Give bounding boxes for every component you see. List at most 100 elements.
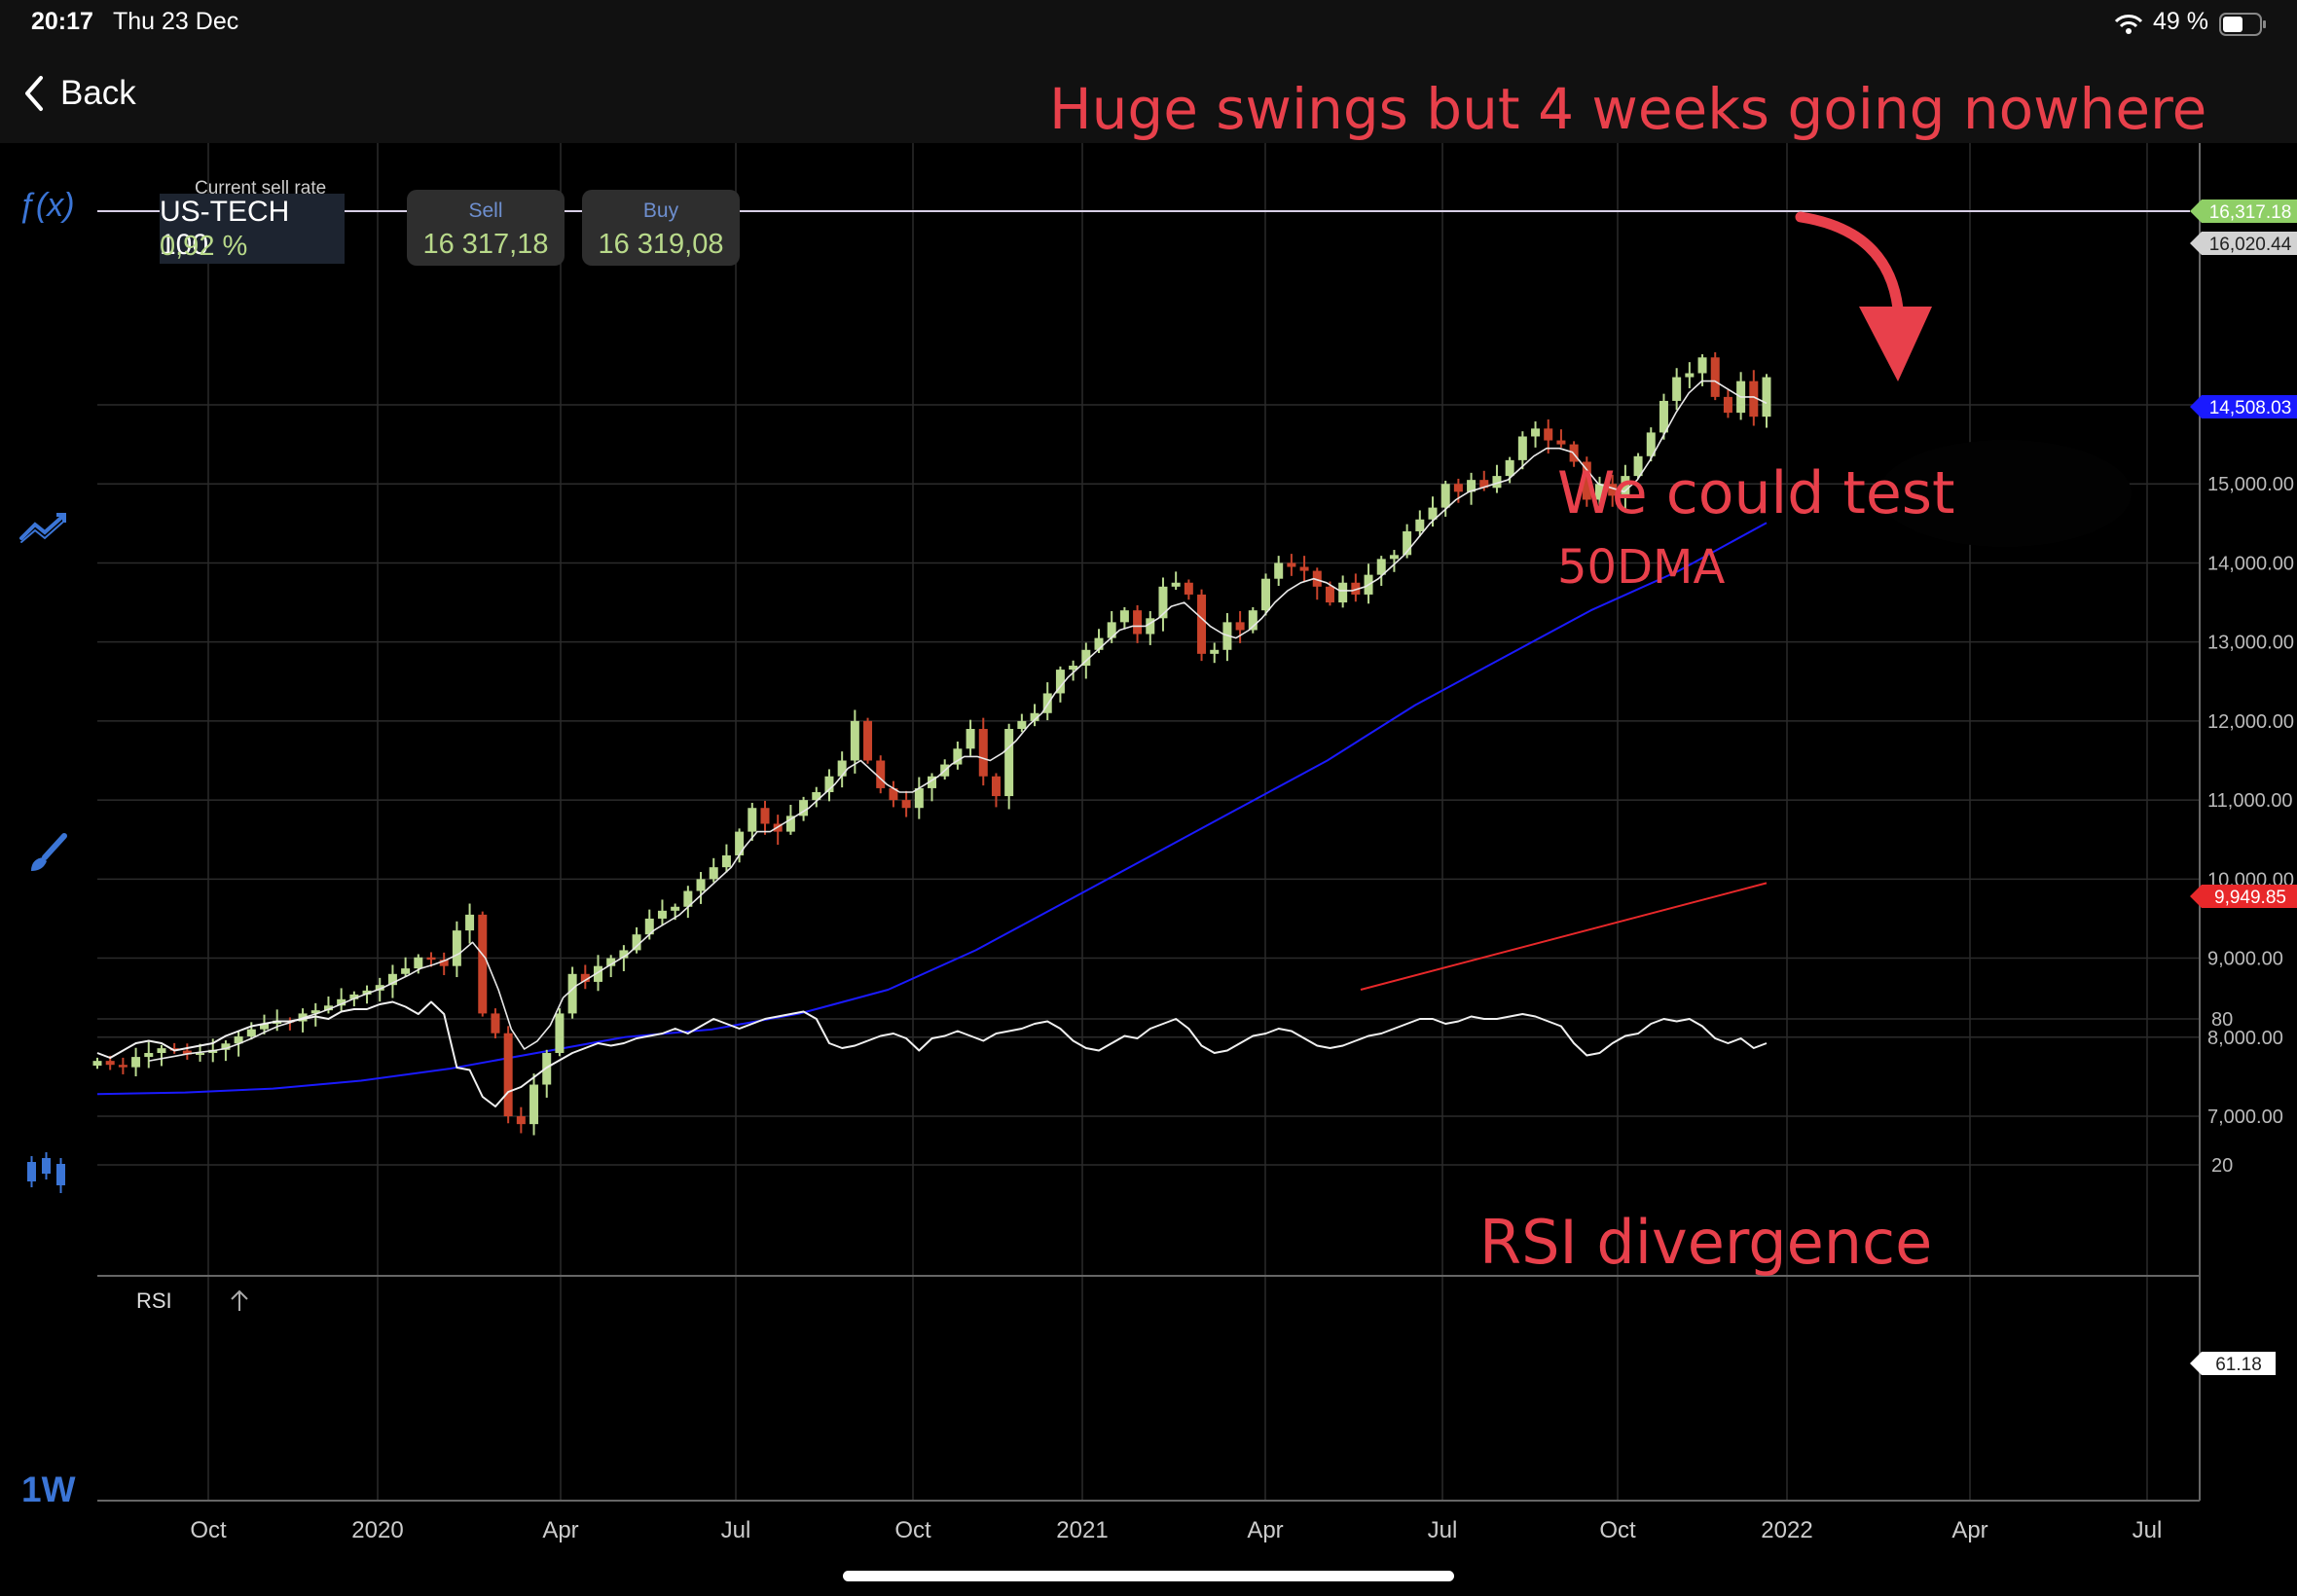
candle-body	[594, 965, 602, 982]
collapse-up-icon[interactable]	[231, 1289, 248, 1311]
candle-body	[401, 968, 411, 974]
candle-body	[978, 729, 988, 777]
candle-body	[260, 1023, 269, 1030]
candle-body	[1403, 530, 1412, 556]
trend-line	[1360, 882, 1768, 991]
price-chart[interactable]: 7,000.008,000.009,000.0010,000.0011,000.…	[0, 143, 2297, 1564]
candle-body	[196, 1053, 205, 1056]
x-tick-label: Oct	[190, 1517, 227, 1543]
candle-body	[1312, 570, 1322, 587]
candle-body	[1697, 357, 1707, 374]
function-icon[interactable]: ƒ(x)	[18, 187, 75, 224]
candle-body	[1453, 484, 1463, 492]
candle-body	[991, 776, 1001, 797]
candle-body	[465, 914, 475, 931]
candle-body	[1004, 729, 1014, 797]
rsi-label: RSI	[136, 1288, 172, 1313]
x-tick-label: 2020	[351, 1517, 403, 1543]
y-tick-label: 8,000.00	[2207, 1028, 2283, 1049]
candle-body	[1505, 459, 1514, 477]
back-button[interactable]: Back	[23, 74, 136, 113]
candle-body	[1184, 582, 1193, 595]
price-tag-rsi-text: 61.18	[2215, 1355, 2262, 1375]
price-tag-long-ma: 14,508.03	[2190, 395, 2297, 418]
chevron-left-icon	[25, 76, 43, 111]
candle-body	[1081, 649, 1091, 667]
candle-body	[503, 1033, 513, 1116]
candle-body	[683, 890, 693, 907]
x-tick-label: 2021	[1056, 1517, 1108, 1543]
candle-body	[1235, 622, 1245, 631]
brush-icon[interactable]	[27, 832, 70, 875]
buy-button[interactable]: Buy 16 319,08	[582, 190, 740, 266]
candle-body	[1646, 432, 1656, 456]
candle-body	[580, 973, 590, 982]
candle-body	[1210, 649, 1220, 654]
candle-body	[1376, 559, 1386, 575]
candle-body	[1069, 666, 1078, 671]
rsi-line-path	[96, 1000, 1768, 1107]
x-tick-label: Jul	[721, 1517, 751, 1543]
indicators-icon[interactable]	[18, 511, 70, 544]
instrument-panel[interactable]: Current sell rate US-TECH 100 0,92 %	[160, 178, 345, 264]
candle-body	[1325, 586, 1334, 603]
candle-body	[1119, 610, 1129, 623]
candle-body	[1492, 476, 1502, 489]
buy-value: 16 319,08	[598, 229, 724, 260]
candle-body	[1338, 582, 1348, 603]
candle-body	[876, 760, 886, 788]
candle-body	[1146, 618, 1155, 635]
candle-body	[221, 1043, 231, 1050]
candle-body	[889, 787, 898, 801]
y-tick-label: 15,000.00	[2207, 474, 2294, 495]
candle-body	[850, 720, 859, 761]
candle-body	[414, 957, 423, 969]
sell-label: Sell	[468, 200, 503, 222]
instrument-change: 0,92 %	[160, 231, 248, 262]
price-tag-current: 16,317.18	[2190, 200, 2297, 223]
candle-body	[671, 906, 680, 911]
candle-body	[1299, 566, 1309, 571]
candlestick-icon[interactable]	[23, 1148, 74, 1197]
candle-body	[1672, 377, 1682, 401]
candle-body	[1171, 582, 1181, 587]
timeframe-button[interactable]: 1W	[21, 1469, 76, 1509]
candle-body	[1467, 480, 1477, 492]
candle-body	[696, 879, 706, 891]
candle-body	[632, 934, 641, 951]
candle-body	[735, 831, 745, 855]
candle-body	[478, 914, 488, 1014]
candle-body	[387, 973, 397, 986]
candle-body	[337, 998, 346, 1006]
candle-body	[131, 1057, 141, 1068]
short-moving-average	[149, 380, 1768, 1062]
candle-body	[1248, 610, 1258, 631]
candle-body	[1261, 578, 1270, 611]
y-tick-label: 14,000.00	[2207, 553, 2294, 574]
candle-body	[310, 1010, 320, 1014]
candle-body	[1351, 582, 1361, 595]
x-tick-label: Jul	[1428, 1517, 1458, 1543]
price-tag-long-ma-text: 14,508.03	[2209, 398, 2292, 418]
sell-button[interactable]: Sell 16 317,18	[407, 190, 565, 266]
price-tag-trend-text: 9,949.85	[2214, 888, 2286, 908]
candle-body	[799, 800, 809, 816]
chart-grid	[97, 143, 2200, 1501]
annotation-50dma: 50DMA	[1557, 540, 1726, 595]
status-time: 20:17	[31, 8, 93, 35]
candle-body	[182, 1050, 192, 1055]
price-tag-trend: 9,949.85	[2190, 885, 2297, 908]
candle-body	[1621, 476, 1630, 496]
candle-body	[529, 1084, 539, 1125]
candle-body	[901, 800, 911, 809]
candle-body	[144, 1053, 154, 1058]
candle-body	[1094, 637, 1104, 650]
candle-body	[721, 854, 731, 868]
candle-body	[1531, 428, 1541, 437]
candle-body	[1017, 720, 1027, 730]
annotation-test: We could test	[1557, 459, 1955, 527]
candle-body	[709, 867, 718, 880]
y-tick-label: 13,000.00	[2207, 633, 2294, 654]
x-tick-label: Apr	[542, 1517, 578, 1543]
short-ma-line	[149, 380, 1768, 1062]
